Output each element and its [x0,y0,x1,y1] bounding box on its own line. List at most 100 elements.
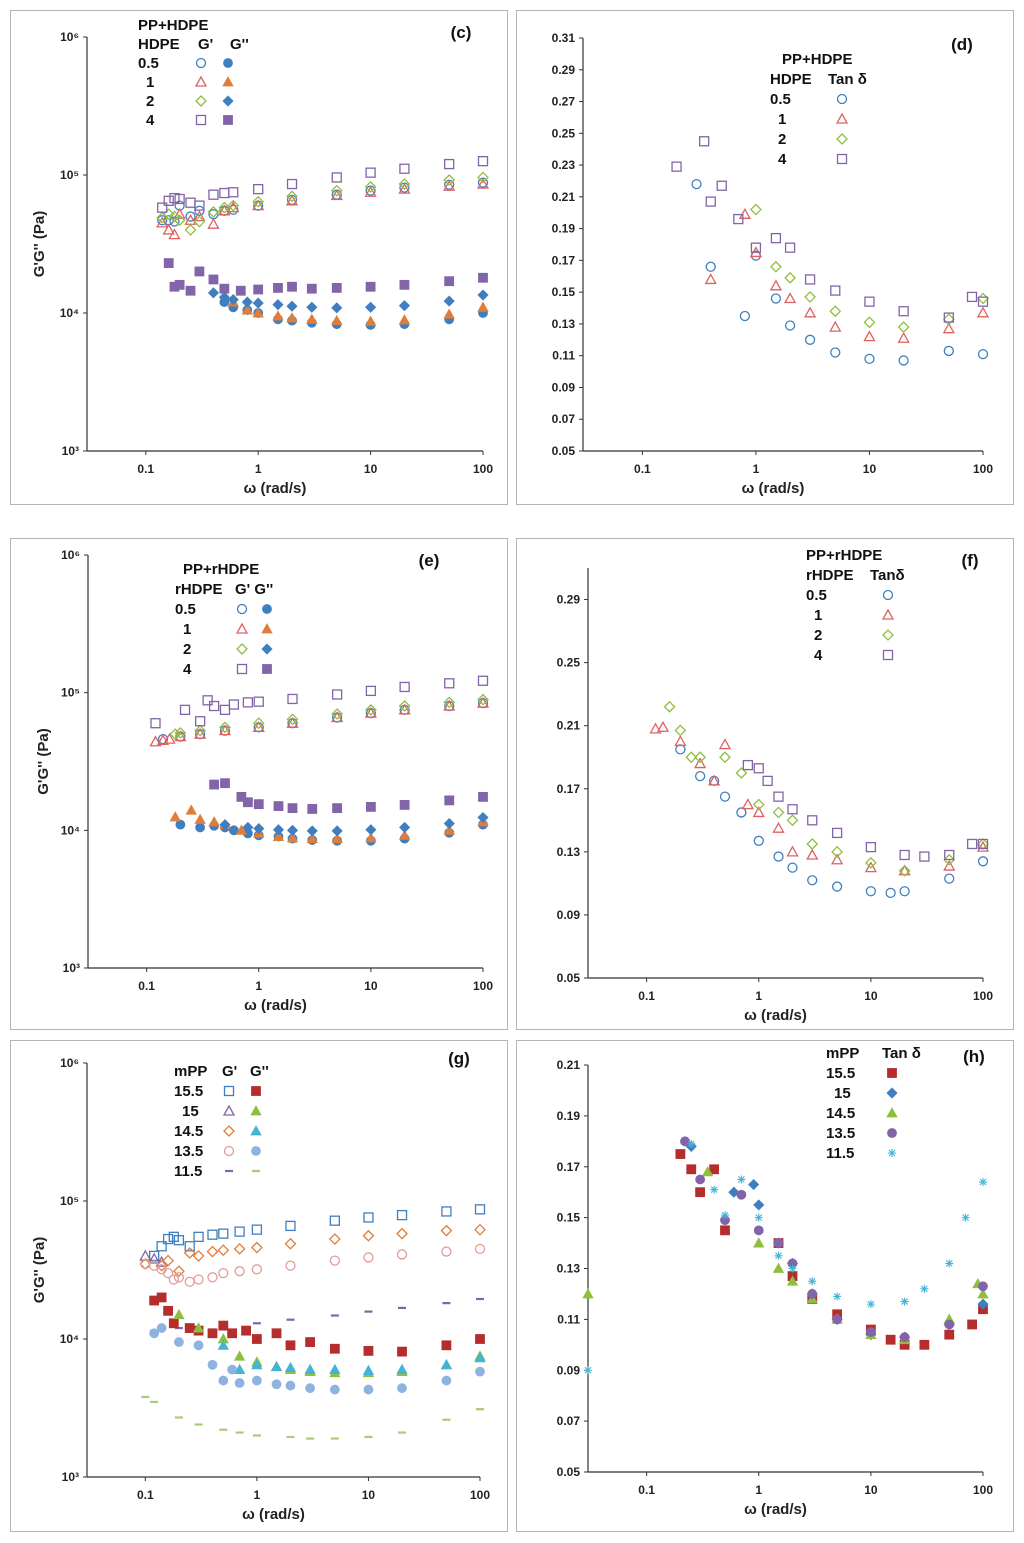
legend-marker [887,1128,897,1138]
data-point [287,281,297,292]
legend-marker [882,589,894,601]
legend-marker [195,95,207,107]
y-tick-label: 0.15 [557,1211,581,1225]
data-point [977,1298,989,1310]
panel-tag: (d) [951,35,973,54]
data-point [443,696,456,709]
data-point [174,279,185,290]
data-point [227,199,240,212]
legend-marker [882,629,894,641]
data-point [733,213,744,225]
data-point [829,305,842,318]
legend-marker [836,133,848,145]
data-point [252,307,264,318]
y-tick-label: 10⁴ [61,823,80,837]
legend-marker [223,58,233,68]
x-tick-label: 10 [364,979,378,993]
data-point [272,310,284,321]
data-point [209,779,220,790]
y-tick-label: 0.15 [552,285,576,299]
data-point [331,302,343,314]
y-tick-label: 0.23 [552,158,576,172]
data-point [194,200,205,211]
data-point [807,1289,818,1299]
data-point [396,1363,408,1375]
data-point [663,700,676,713]
data-point [185,211,196,222]
y-tick-label: 0.21 [557,1058,581,1072]
legend-row-label: 14.5 [174,1123,203,1140]
data-point [227,1328,238,1339]
data-point [705,261,716,272]
panel-g [10,1040,508,1532]
legend-header: G'' [250,1063,269,1080]
data-point [865,886,877,897]
legend-row-label: 4 [183,661,192,678]
legend-row-label: 1 [814,607,822,624]
data-point [718,738,732,750]
data-point [252,195,265,208]
data-point [474,1352,486,1363]
data-point [208,274,219,285]
data-point [227,1364,238,1375]
legend-row-label: 0.5 [138,55,159,72]
data-point [753,835,764,846]
data-point [694,751,707,764]
data-point [739,310,751,322]
data-point [149,1328,160,1339]
data-point [898,355,909,366]
data-point [193,215,206,228]
data-point [286,190,298,203]
data-point [156,1323,167,1333]
panel-tag: (c) [451,23,472,42]
data-point [864,861,877,873]
y-tick-label: 0.11 [552,349,575,363]
data-point [252,717,265,730]
legend-marker [195,57,207,69]
data-point [329,1384,340,1395]
y-tick-label: 0.13 [557,1262,581,1276]
series-11.5 [584,1139,987,1375]
data-point [786,814,799,827]
legend-header: rHDPE [175,581,223,598]
data-point [363,1212,374,1223]
data-point [979,1178,987,1187]
data-point [168,210,181,223]
data-point [286,178,298,190]
data-point [286,312,298,323]
data-point [977,348,989,360]
data-point [397,1383,407,1394]
legend-row-label: 1 [778,111,786,128]
series-G-13.5 [149,1323,485,1395]
data-point [286,832,299,843]
data-point [976,306,990,318]
data-point [285,1380,296,1391]
data-point [709,1164,720,1175]
data-point [330,189,343,201]
data-point [365,801,376,812]
data-point [803,306,817,318]
y-tick-label: 0.09 [552,380,576,394]
legend-marker [886,1107,898,1118]
panel-c [10,10,508,505]
data-point [898,864,911,877]
data-point [919,851,930,862]
data-point [806,848,819,860]
data-point [396,1209,408,1221]
data-point [173,1235,185,1246]
data-point [738,207,752,219]
data-point [253,284,264,295]
series-G-4 [150,675,489,729]
legend-marker [235,622,249,634]
data-point [584,1366,592,1375]
y-tick-label: 10³ [62,444,79,458]
data-point [251,1375,262,1386]
data-point [804,274,816,285]
data-point [752,806,765,818]
data-point [443,824,455,835]
data-point [708,774,721,786]
data-point [807,875,818,886]
legend-row-label: 15 [182,1103,199,1120]
